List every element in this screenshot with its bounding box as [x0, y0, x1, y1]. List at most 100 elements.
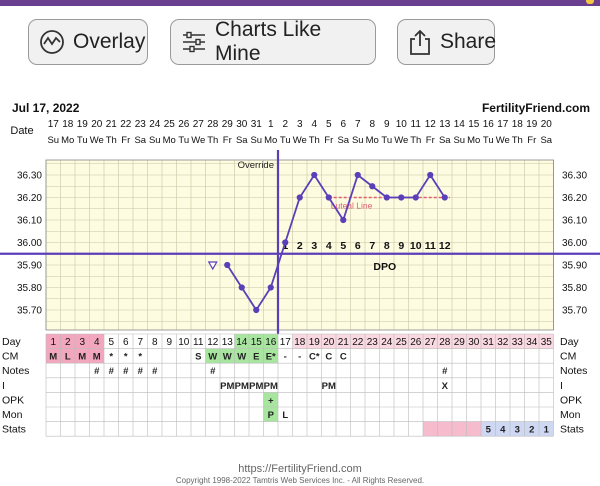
- day-cell-shade: [321, 334, 336, 349]
- date-label: 11: [411, 119, 422, 130]
- y-tick-left: 36.10: [17, 216, 42, 227]
- table-cell-value: +: [268, 395, 274, 406]
- date-label: 18: [512, 119, 524, 130]
- weekday-label: Fr: [223, 135, 232, 146]
- date-label: 7: [355, 119, 361, 130]
- day-number: 31: [483, 337, 495, 348]
- y-tick-right: 36.00: [562, 238, 587, 249]
- weekday-label: Su: [149, 135, 161, 146]
- date-label: 15: [468, 119, 480, 130]
- day-number: 4: [94, 337, 100, 348]
- dpo-number: 12: [439, 240, 451, 252]
- table-cell-value: PM: [249, 381, 263, 392]
- stats-cell-shade: [510, 421, 525, 437]
- table-cell-value: L: [282, 410, 288, 421]
- charts-like-mine-button-label: Charts Like Mine: [215, 18, 322, 65]
- table-cell-value: L: [65, 352, 71, 363]
- weekday-label: We: [394, 135, 408, 146]
- row-label-left: Day: [2, 336, 21, 348]
- weekday-label: We: [90, 135, 104, 146]
- table-cell-value: *: [138, 352, 142, 363]
- table-cell-value: E: [253, 352, 259, 363]
- y-tick-right: 36.20: [562, 193, 587, 204]
- temperature-point: [238, 284, 245, 291]
- table-cell-value: PM: [322, 381, 336, 392]
- row-label-left: Mon: [2, 409, 23, 421]
- table-cell-value: *: [109, 352, 113, 363]
- dpo-number: 9: [398, 240, 404, 252]
- weekday-label: Sa: [134, 135, 146, 146]
- table-cell-value: 3: [515, 425, 520, 436]
- y-tick-left: 35.80: [17, 283, 42, 294]
- cm-cell-shade: [234, 348, 249, 364]
- day-number: 29: [454, 337, 466, 348]
- row-label-left: OPK: [2, 394, 24, 406]
- table-cell-value: PM: [220, 381, 234, 392]
- footer-copyright: Copyright 1998-2022 Tamtris Web Services…: [175, 476, 425, 485]
- day-cell-shade: [292, 334, 307, 349]
- table-cell-value: C: [325, 352, 332, 363]
- date-label: 23: [135, 119, 147, 130]
- day-number: 13: [222, 337, 234, 348]
- plot-border: [45, 159, 554, 331]
- weekday-label: Fr: [527, 135, 536, 146]
- table-cell-value: 1: [544, 425, 550, 436]
- date-label: 28: [207, 119, 219, 130]
- table-cell-value: S: [195, 352, 201, 363]
- table-cell-value: W: [208, 352, 217, 363]
- cm-cell-shade: [220, 348, 235, 364]
- weekday-label: Fr: [324, 135, 333, 146]
- weekday-label: We: [496, 135, 510, 146]
- table-cell-value: -: [298, 352, 301, 363]
- date-label: 19: [77, 119, 89, 130]
- temperature-point: [412, 194, 419, 201]
- date-label: 26: [178, 119, 190, 130]
- overlay-button-label: Overlay: [73, 30, 146, 53]
- day-number: 30: [468, 337, 480, 348]
- day-number: 8: [152, 337, 158, 348]
- plot-background: [46, 160, 554, 330]
- charts-like-mine-button[interactable]: Charts Like Mine: [170, 18, 376, 65]
- row-label-right: CM: [560, 351, 576, 363]
- day-number: 32: [497, 337, 509, 348]
- share-button[interactable]: Share: [397, 19, 496, 65]
- date-label: 16: [483, 119, 495, 130]
- dpo-number: 10: [410, 240, 422, 252]
- table-cell-value: #: [109, 366, 115, 377]
- table-cell-value: W: [237, 352, 246, 363]
- weekday-label: Mo: [264, 135, 277, 146]
- day-cell-shade: [539, 334, 554, 349]
- day-cell-shade: [75, 334, 90, 349]
- table-cell-value: M: [78, 352, 86, 363]
- day-number: 12: [207, 337, 219, 348]
- date-label: 6: [340, 119, 346, 130]
- footer-url[interactable]: https://FertilityFriend.com: [238, 463, 362, 475]
- date-label: 24: [149, 119, 161, 130]
- weekday-label: Sa: [540, 135, 552, 146]
- day-cell-shade: [249, 334, 264, 349]
- date-label: 29: [222, 119, 234, 130]
- table-cell-value: C: [340, 352, 347, 363]
- temperature-point: [325, 194, 332, 201]
- cm-cell-shade: [205, 348, 220, 364]
- day-number: 28: [439, 337, 451, 348]
- weekday-label: Tu: [178, 135, 189, 146]
- weekday-label: Su: [47, 135, 59, 146]
- day-cell-shade: [336, 334, 351, 349]
- day-number: 3: [79, 337, 85, 348]
- weekday-label: Su: [250, 135, 262, 146]
- day-number: 25: [396, 337, 408, 348]
- weekday-label: Mo: [467, 135, 480, 146]
- share-icon: [410, 29, 430, 55]
- weekday-label: Mo: [163, 135, 176, 146]
- dpo-number: 8: [384, 240, 390, 252]
- day-cell-shade: [394, 334, 409, 349]
- date-label: 17: [48, 119, 60, 130]
- weekday-label: Sa: [439, 135, 451, 146]
- day-cell-shade: [234, 334, 249, 349]
- day-cell-shade: [307, 334, 322, 349]
- day-cell-shade: [89, 334, 104, 349]
- weekday-label: Tu: [483, 135, 494, 146]
- overlay-button[interactable]: Overlay: [28, 19, 148, 65]
- luteal-line-label: Luteal Line: [331, 201, 373, 211]
